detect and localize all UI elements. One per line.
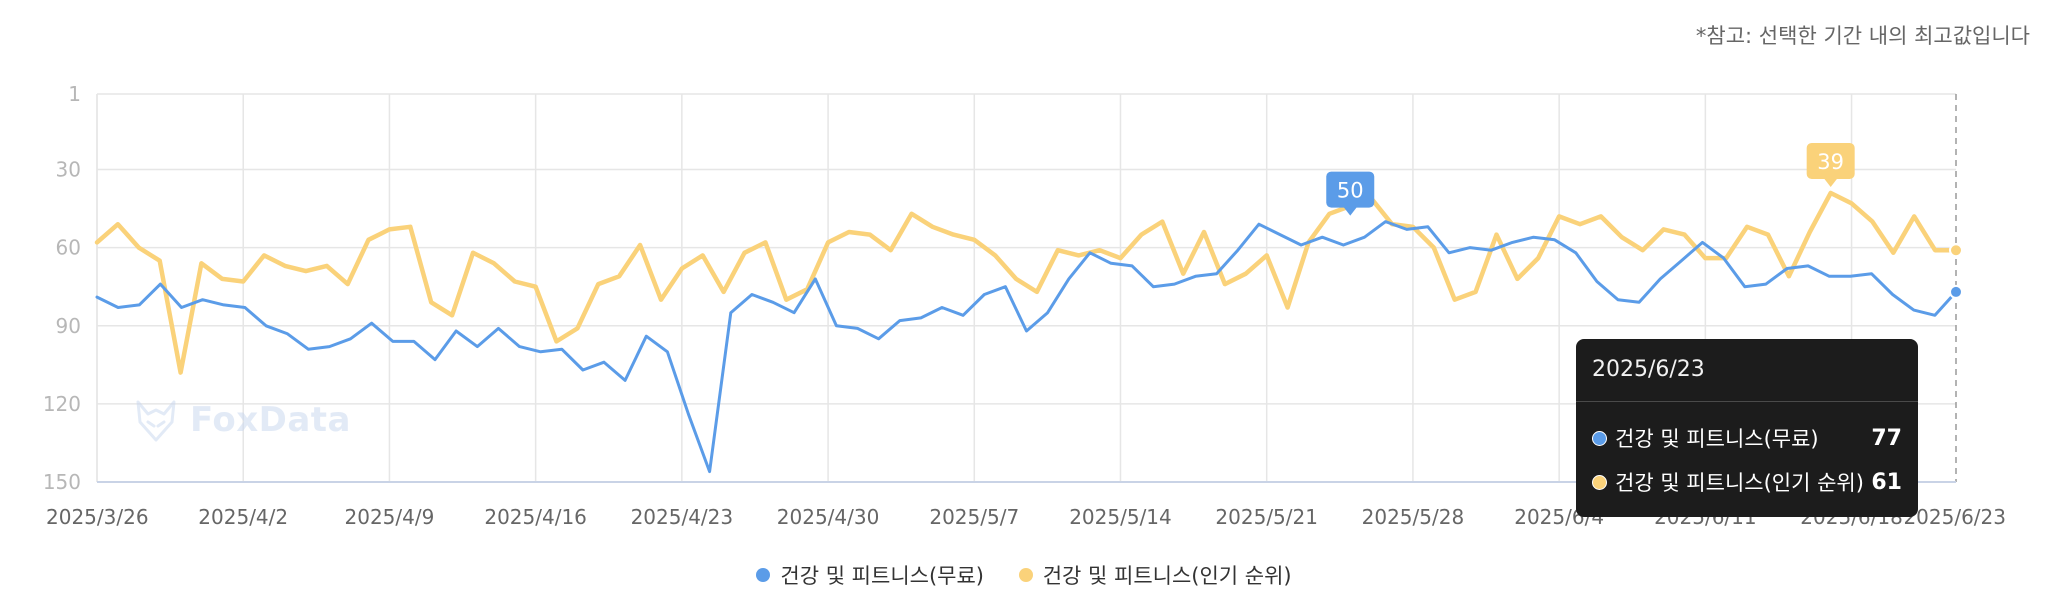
tooltip-row-free: 건강 및 피트니스(무료) 77 [1592, 423, 1902, 453]
tooltip-popular-name: 건강 및 피트니스(인기 순위) [1615, 471, 1864, 495]
peak-value-note: *참고: 선택한 기간 내의 최고값입니다 [1695, 24, 2030, 48]
legend-popular-label: 건강 및 피트니스(인기 순위) [1042, 564, 1292, 588]
series-line-free [95, 220, 1958, 474]
chart-series [94, 190, 1963, 474]
tooltip-date: 2025/6/23 [1592, 357, 1705, 382]
legend-free-label: 건강 및 피트니스(무료) [780, 564, 984, 588]
legend-item-free[interactable]: 건강 및 피트니스(무료) [756, 560, 984, 590]
x-tick-label: 2025/4/9 [345, 505, 435, 529]
tooltip-popular-value: 61 [1871, 469, 1902, 495]
series-endpoint-free [1949, 284, 1963, 299]
x-tick-label: 2025/4/2 [198, 505, 288, 529]
y-tick-label: 1 [68, 82, 81, 106]
tooltip-popular-dot [1592, 474, 1607, 490]
y-tick-label: 30 [56, 158, 81, 182]
peak-label: 50 [1337, 179, 1364, 203]
legend-popular-dot [1018, 568, 1033, 582]
y-tick-label: 150 [43, 470, 81, 494]
foxdata-watermark: FoxData [132, 396, 351, 444]
peak-label-pointer [1343, 206, 1358, 216]
y-axis-ticks: 1 30 60 90 120 150 [43, 82, 81, 494]
chart-annotations: 50 39 [1326, 142, 1855, 216]
x-tick-label: 2025/3/26 [46, 505, 149, 529]
peak-label-bg [1326, 171, 1375, 208]
peak-label: 39 [1817, 150, 1844, 174]
x-tick-label: 2025/4/16 [484, 505, 587, 529]
x-tick-label: 2025/5/21 [1215, 505, 1318, 529]
chart-legend: 건강 및 피트니스(무료) 건강 및 피트니스(인기 순위) [0, 560, 2048, 590]
peak-label-bg [1806, 142, 1855, 179]
hover-tooltip: 2025/6/23 건강 및 피트니스(무료) 77 건강 및 피트니스(인기 … [1576, 339, 1918, 517]
x-tick-label: 2025/5/28 [1362, 505, 1465, 529]
tooltip-row-popular: 건강 및 피트니스(인기 순위) 61 [1592, 467, 1902, 497]
legend-item-popular[interactable]: 건강 및 피트니스(인기 순위) [1018, 560, 1292, 590]
tooltip-divider [1576, 401, 1918, 402]
y-tick-label: 60 [56, 236, 81, 260]
series-line-popular [94, 190, 1959, 375]
tooltip-free-dot [1592, 430, 1607, 446]
x-tick-label: 2025/5/14 [1069, 505, 1172, 529]
y-tick-label: 120 [43, 392, 81, 416]
watermark-text: FoxData [190, 400, 351, 440]
legend-free-dot [756, 568, 771, 582]
x-tick-label: 2025/6/23 [1903, 505, 2006, 529]
x-tick-label: 2025/4/23 [631, 505, 734, 529]
tooltip-free-value: 77 [1871, 425, 1902, 451]
series-endpoint-popular [1949, 243, 1963, 258]
x-tick-label: 2025/4/30 [777, 505, 880, 529]
tooltip-free-name: 건강 및 피트니스(무료) [1615, 427, 1819, 451]
fox-logo-icon [136, 400, 176, 442]
peak-label-pointer [1823, 177, 1838, 187]
x-tick-label: 2025/5/7 [929, 505, 1019, 529]
y-tick-label: 90 [56, 314, 81, 338]
